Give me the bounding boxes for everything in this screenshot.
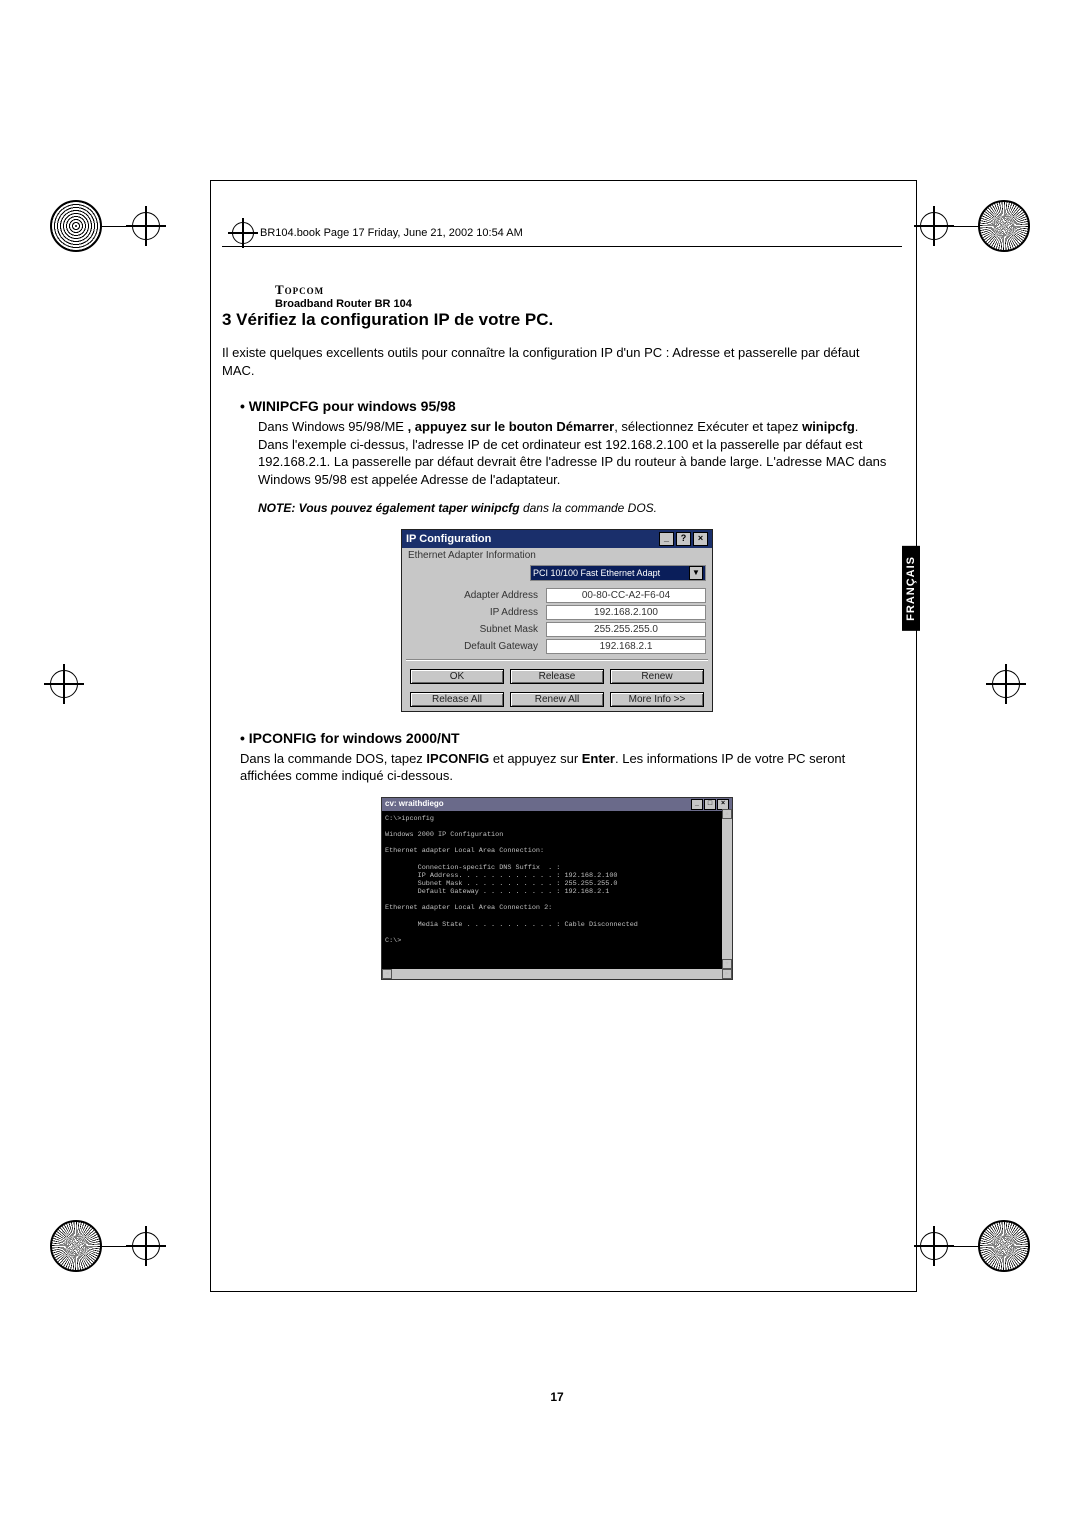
- ipcfg-button-row-1: OK Release Renew: [402, 665, 712, 688]
- crop-mark-bottom-right: [920, 1220, 1030, 1272]
- ipcfg-window: IP Configuration _ ? × Ethernet Adapter …: [401, 529, 713, 712]
- header-separator: [222, 246, 902, 247]
- chevron-down-icon: ▼: [689, 566, 703, 580]
- adapter-dropdown[interactable]: PCI 10/100 Fast Ethernet Adapt ▼: [530, 565, 706, 581]
- release-button[interactable]: Release: [510, 669, 604, 684]
- minimize-icon[interactable]: _: [691, 799, 703, 810]
- crop-mark-top-right: [920, 200, 1030, 252]
- release-all-button[interactable]: Release All: [410, 692, 504, 707]
- book-header-text: BR104.book Page 17 Friday, June 21, 2002…: [260, 227, 523, 239]
- ipcfg-titlebar: IP Configuration _ ? ×: [402, 530, 712, 548]
- page-number: 17: [222, 1390, 892, 1404]
- crop-mark-bottom-left: [50, 1220, 160, 1272]
- adapter-selected: PCI 10/100 Fast Ethernet Adapt: [533, 568, 660, 578]
- scrollbar-horizontal[interactable]: ◄ ►: [382, 969, 732, 979]
- scrollbar-vertical[interactable]: ▲ ▼: [722, 809, 732, 969]
- ipcfg-section-label: Ethernet Adapter Information: [402, 548, 712, 563]
- row-subnet-mask: Subnet Mask 255.255.255.0: [402, 621, 712, 638]
- header-target-icon: [232, 222, 254, 244]
- page-content: 3 Vérifiez la configuration IP de votre …: [222, 310, 892, 980]
- cmd-title: cv: wraithdiego: [385, 799, 444, 810]
- crop-mark-mid-left: [50, 670, 78, 698]
- row-default-gateway: Default Gateway 192.168.2.1: [402, 638, 712, 655]
- row-ip-address: IP Address 192.168.2.100: [402, 604, 712, 621]
- winipcfg-note: NOTE: Vous pouvez également taper winipc…: [258, 501, 892, 515]
- renew-all-button[interactable]: Renew All: [510, 692, 604, 707]
- brand-block: Topcom Broadband Router BR 104: [275, 282, 412, 310]
- maximize-icon[interactable]: □: [704, 799, 716, 810]
- help-icon[interactable]: ?: [676, 532, 691, 546]
- section-intro: Il existe quelques excellents outils pou…: [222, 344, 892, 380]
- scroll-down-icon[interactable]: ▼: [722, 959, 732, 969]
- book-header-line: BR104.book Page 17 Friday, June 21, 2002…: [232, 222, 523, 244]
- language-tab: FRANÇAIS: [902, 546, 920, 631]
- ipcfg-separator: [406, 659, 708, 661]
- section-title: 3 Vérifiez la configuration IP de votre …: [222, 310, 892, 330]
- winipcfg-body: Dans Windows 95/98/ME , appuyez sur le b…: [258, 418, 892, 488]
- ipcfg-button-row-2: Release All Renew All More Info >>: [402, 688, 712, 711]
- crop-mark-mid-right: [992, 670, 1020, 698]
- scroll-right-icon[interactable]: ►: [722, 969, 732, 979]
- ipconfig-body: Dans la commande DOS, tapez IPCONFIG et …: [240, 750, 892, 785]
- ipcfg-title: IP Configuration: [406, 533, 491, 545]
- minimize-icon[interactable]: _: [659, 532, 674, 546]
- ipconfig-heading: IPCONFIG for windows 2000/NT: [240, 730, 892, 746]
- scroll-left-icon[interactable]: ◄: [382, 969, 392, 979]
- close-icon[interactable]: ×: [693, 532, 708, 546]
- cmd-output: C:\>ipconfig Windows 2000 IP Configurati…: [382, 811, 732, 969]
- cmd-titlebar: cv: wraithdiego _ □ ×: [382, 798, 732, 811]
- crop-mark-top-left: [50, 200, 160, 252]
- row-adapter-address: Adapter Address 00-80-CC-A2-F6-04: [402, 587, 712, 604]
- brand-logo: Topcom: [275, 282, 324, 297]
- more-info-button[interactable]: More Info >>: [610, 692, 704, 707]
- cmd-window: cv: wraithdiego _ □ × C:\>ipconfig Windo…: [381, 797, 733, 980]
- window-controls: _ ? ×: [659, 532, 708, 546]
- brand-product: Broadband Router BR 104: [275, 298, 412, 310]
- scroll-up-icon[interactable]: ▲: [722, 809, 732, 819]
- winipcfg-heading: WINIPCFG pour windows 95/98: [240, 398, 892, 414]
- renew-button[interactable]: Renew: [610, 669, 704, 684]
- ok-button[interactable]: OK: [410, 669, 504, 684]
